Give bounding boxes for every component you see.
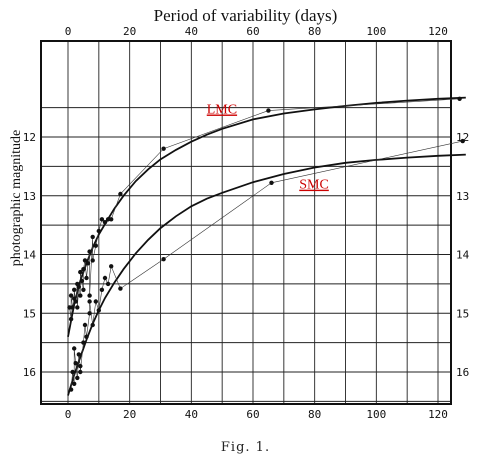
lmc-data-point — [87, 249, 92, 254]
x-tick-label-bottom: 120 — [428, 408, 448, 421]
lmc-data-point — [90, 258, 95, 263]
lmc-data-point — [93, 243, 99, 248]
smc-data-point — [81, 340, 86, 345]
smc-data-point — [96, 308, 102, 313]
smc-data-point — [102, 275, 108, 281]
y-tick-label-right: 16 — [456, 366, 469, 379]
smc-data-point — [269, 180, 274, 185]
smc-data-point — [70, 369, 75, 375]
smc-data-point — [460, 138, 465, 144]
lmc-data-point — [72, 287, 77, 292]
x-tick-label-bottom: 0 — [65, 408, 72, 421]
smc-data-point — [72, 381, 77, 386]
lmc-data-point — [70, 305, 75, 310]
lmc-data-point — [90, 234, 95, 240]
chart-axes — [40, 40, 452, 405]
lmc-data-point — [81, 287, 86, 292]
y-tick-label-right: 14 — [456, 249, 470, 262]
chart-fit-curves — [67, 96, 466, 396]
lmc-data-point — [85, 261, 91, 266]
y-tick-label-right: 15 — [456, 307, 469, 320]
chart-grid — [41, 41, 451, 404]
lmc-series-label: LMC — [207, 103, 237, 118]
smc-data-point — [75, 375, 80, 381]
x-tick-label-bottom: 100 — [366, 408, 386, 421]
lmc-data-point — [78, 293, 83, 298]
y-tick-label-left: 15 — [23, 307, 36, 320]
lmc-data-point — [102, 220, 108, 225]
lmc-data-point — [161, 146, 166, 151]
lmc-data-point — [118, 191, 123, 197]
y-tick-label-right: 13 — [456, 190, 469, 203]
lmc-data-point — [73, 299, 78, 304]
lmc-data-point — [67, 305, 72, 310]
figure-caption: Fig. 1. — [220, 440, 271, 455]
lmc-data-point — [99, 217, 105, 222]
lmc-data-point — [96, 228, 102, 234]
smc-data-point — [161, 257, 166, 262]
x-tick-label-bottom: 80 — [308, 408, 321, 421]
x-tick-label-top: 60 — [246, 25, 259, 38]
lmc-connector-line — [69, 98, 460, 320]
y-tick-label-left: 14 — [23, 249, 37, 262]
lmc-data-point — [82, 258, 88, 263]
y-tick-label-left: 12 — [23, 131, 36, 144]
y-tick-label-right: 12 — [456, 131, 469, 144]
chart-data-points — [67, 96, 465, 392]
smc-data-point — [72, 346, 77, 351]
chart-series-labels: LMC SMC — [207, 103, 329, 193]
smc-data-point — [99, 287, 105, 292]
lmc-data-point — [266, 108, 271, 113]
lmc-data-point — [105, 217, 111, 222]
smc-data-point — [73, 361, 78, 366]
lmc-data-point — [78, 269, 83, 275]
y-axis-label: photographic magnitude — [9, 129, 24, 267]
x-tick-label-top: 0 — [65, 25, 72, 38]
x-tick-label-top: 100 — [366, 25, 386, 38]
smc-data-point — [118, 286, 123, 291]
smc-data-point — [68, 387, 74, 392]
x-tick-label-top: 120 — [428, 25, 448, 38]
smc-data-point — [93, 299, 99, 304]
y-tick-label-left: 13 — [23, 190, 36, 203]
smc-data-point — [105, 281, 111, 287]
lmc-data-point — [75, 305, 80, 310]
smc-data-point — [76, 352, 82, 357]
x-tick-label-bottom: 60 — [246, 408, 259, 421]
smc-data-point — [109, 264, 114, 269]
lmc-data-point — [76, 284, 82, 289]
lmc-data-point — [87, 293, 92, 298]
lmc-data-point — [84, 275, 89, 281]
smc-data-point — [84, 334, 89, 339]
smc-data-point — [87, 311, 92, 316]
smc-data-point — [87, 299, 92, 304]
x-tick-label-bottom: 40 — [185, 408, 198, 421]
lmc-data-point — [68, 293, 74, 298]
smc-data-point — [90, 322, 95, 328]
smc-data-point — [82, 322, 88, 328]
chart-title: Period of variability (days) — [153, 6, 338, 25]
chart-tick-labels: 0 0 20 20 40 40 60 60 80 80 100 100 120 120 12 12 13 13 14… — [23, 25, 470, 421]
x-tick-label-top: 40 — [185, 25, 198, 38]
lmc-data-point — [68, 316, 74, 322]
smc-data-point — [78, 363, 83, 369]
plot-frame — [40, 40, 452, 405]
smc-series-label: SMC — [299, 178, 329, 193]
x-tick-label-top: 80 — [308, 25, 321, 38]
lmc-data-point — [109, 217, 114, 222]
y-tick-label-left: 16 — [23, 366, 36, 379]
x-tick-label-top: 20 — [123, 25, 136, 38]
lmc-fit-curve — [67, 96, 466, 337]
lmc-data-point — [457, 96, 462, 102]
smc-data-point — [78, 369, 83, 375]
lmc-data-point — [79, 278, 85, 284]
x-tick-label-bottom: 20 — [123, 408, 136, 421]
lmc-data-point — [81, 267, 86, 272]
